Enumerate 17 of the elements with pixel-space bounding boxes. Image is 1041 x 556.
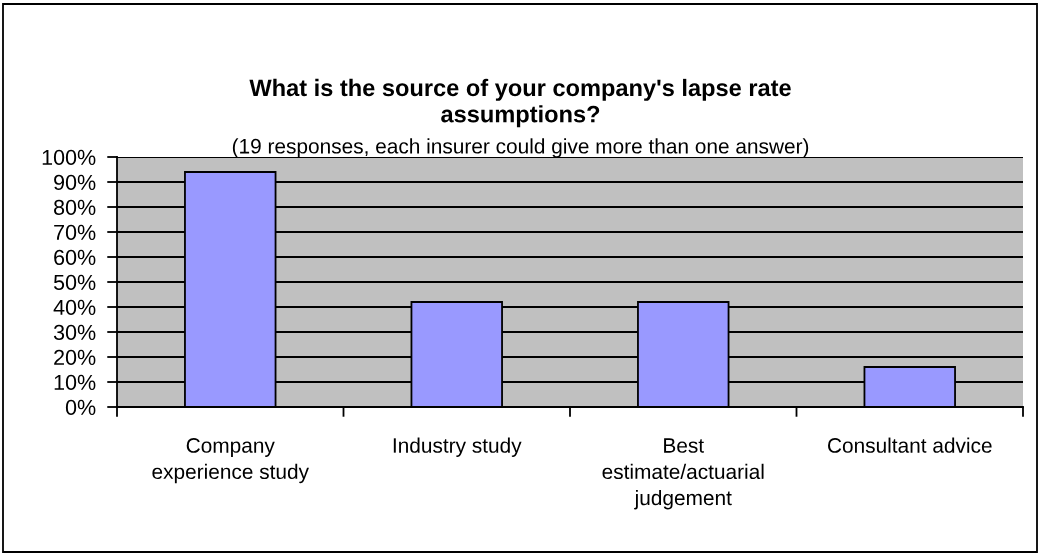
x-tick-label: Industry study (393, 437, 522, 457)
x-tick-label: Consultant advice (828, 437, 992, 453)
y-tick-label: 50% (53, 274, 96, 291)
x-tick-label: Best estimate/actuarial judgement (602, 438, 764, 510)
y-tick-label: 90% (54, 174, 96, 191)
y-tick-label: 20% (54, 349, 96, 366)
y-tick-label: 100% (42, 149, 96, 166)
y-tick-label: 0% (65, 399, 96, 416)
chart-title: What is the source of your company's lapse rate assumptions? (249, 78, 791, 128)
y-tick-label: 60% (54, 249, 96, 266)
y-tick-label: 10% (54, 374, 96, 391)
x-tick-label: Company experience study (152, 438, 309, 484)
y-tick-label: 70% (54, 224, 96, 241)
y-tick-label: 30% (53, 324, 96, 341)
y-tick-label: 80% (54, 199, 96, 216)
chart-subtitle: (19 responses, each insurer could give more than one answer) (232, 138, 809, 158)
y-tick-label: 40% (53, 299, 96, 316)
